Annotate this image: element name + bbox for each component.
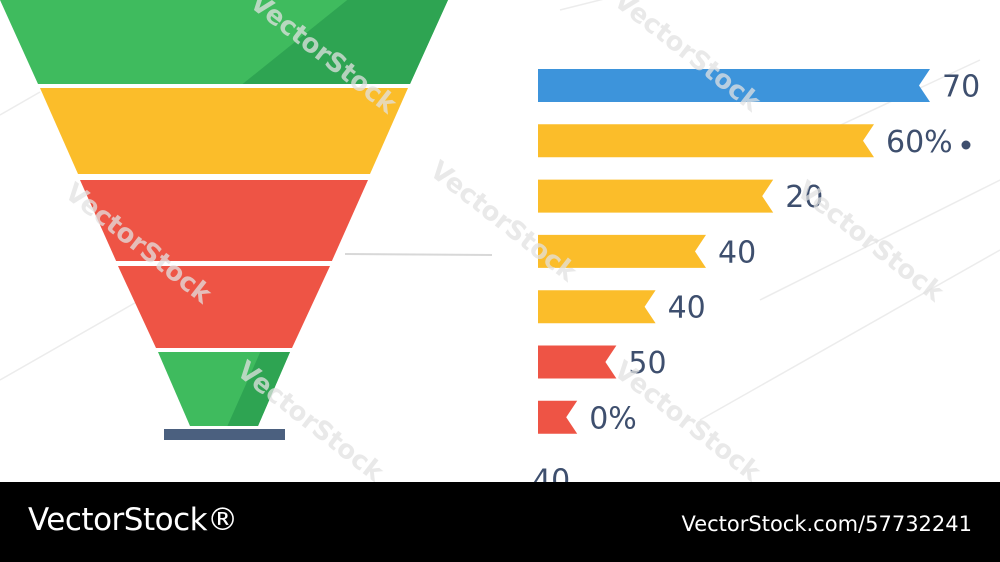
watermark-line-2 — [699, 249, 1000, 421]
watermark-line-4 — [0, 91, 41, 116]
funnel-base — [164, 429, 285, 440]
bar-label-5: 40 — [668, 291, 706, 326]
footer-credit[interactable]: VectorStock.com/57732241 — [681, 512, 972, 536]
bar-label-4: 40 — [718, 235, 756, 270]
bar-1 — [538, 69, 930, 102]
bar-label-6: 50 — [628, 346, 666, 381]
bar-label-7: 0% — [589, 401, 637, 436]
bar-6 — [538, 345, 617, 379]
connector-line — [344, 253, 493, 256]
bar-label-8: 40 — [532, 464, 570, 482]
watermark-3: VectorStock — [424, 156, 582, 289]
bar-5 — [538, 290, 656, 324]
bar-7 — [538, 400, 578, 434]
funnel-segment-2 — [40, 88, 408, 174]
bar-label-3: 20 — [785, 180, 823, 215]
watermark-line-0 — [559, 0, 604, 11]
funnel — [0, 0, 448, 440]
funnel-segment-4 — [118, 266, 330, 348]
watermark-line-3 — [0, 299, 141, 381]
bar-label-1: 70 — [942, 70, 980, 105]
watermark-4: VectorStock — [791, 176, 949, 309]
bar-2 — [538, 124, 874, 158]
bar-3 — [538, 179, 774, 213]
watermark-line-5 — [759, 179, 1000, 301]
footer-bar: VectorStock® VectorStock.com/57732241 — [0, 482, 1000, 562]
bar-label-2: 60% — [886, 125, 953, 160]
funnel-segment-shade-5 — [227, 352, 290, 426]
infographic-canvas: 70 60% 20 40 40 50 0% 40 VectorStock VectorStock… — [0, 0, 1000, 482]
funnel-segment-shade-1 — [242, 0, 448, 84]
footer-brand[interactable]: VectorStock® — [28, 502, 238, 538]
funnel-segment-3 — [80, 180, 368, 261]
decorative-dot — [961, 140, 971, 150]
bar-4 — [538, 234, 706, 268]
